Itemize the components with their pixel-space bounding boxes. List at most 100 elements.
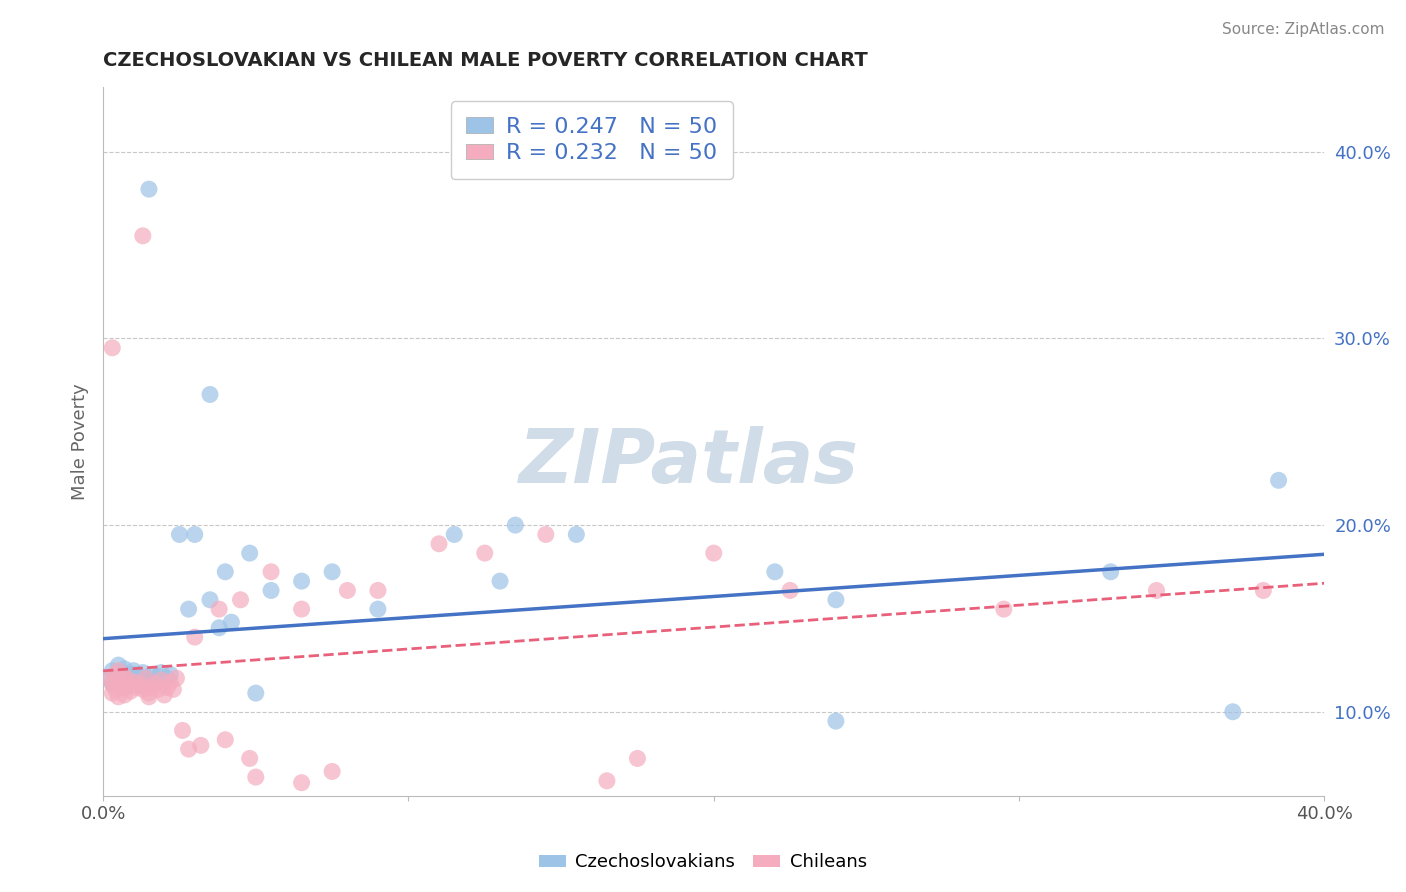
Point [107, 664, 129, 678]
Point [104, 682, 127, 697]
Point [143, 677, 166, 691]
Point [336, 583, 359, 598]
Point [1267, 473, 1289, 487]
Point [290, 574, 312, 588]
Point [122, 674, 145, 689]
Point [132, 665, 155, 680]
Point [177, 742, 200, 756]
Point [125, 667, 148, 681]
Point [101, 677, 124, 691]
Point [110, 674, 132, 689]
Point [214, 732, 236, 747]
Point [128, 679, 150, 693]
Point [229, 592, 252, 607]
Point [505, 518, 527, 533]
Legend: R = 0.247   N = 50, R = 0.232   N = 50: R = 0.247 N = 50, R = 0.232 N = 50 [450, 101, 733, 179]
Point [159, 667, 181, 681]
Point [1253, 583, 1275, 598]
Point [290, 775, 312, 789]
Point [183, 527, 205, 541]
Point [138, 686, 160, 700]
Point [214, 565, 236, 579]
Point [703, 546, 725, 560]
Point [474, 546, 496, 560]
Point [132, 228, 155, 243]
Point [190, 739, 212, 753]
Point [443, 527, 465, 541]
Point [1146, 583, 1168, 598]
Point [245, 686, 267, 700]
Point [779, 583, 801, 598]
Point [150, 673, 173, 687]
Point [138, 690, 160, 704]
Point [132, 674, 155, 689]
Point [367, 583, 389, 598]
Point [565, 527, 588, 541]
Point [120, 677, 142, 691]
Point [114, 681, 136, 695]
Point [98, 671, 121, 685]
Point [172, 723, 194, 738]
Point [101, 686, 124, 700]
Point [110, 665, 132, 680]
Point [367, 602, 389, 616]
Point [117, 669, 139, 683]
Point [156, 671, 179, 685]
Point [117, 673, 139, 687]
Point [98, 671, 121, 685]
Point [114, 662, 136, 676]
Point [260, 583, 283, 598]
Point [122, 664, 145, 678]
Point [239, 546, 262, 560]
Point [117, 673, 139, 687]
Point [198, 592, 221, 607]
Point [825, 592, 848, 607]
Point [104, 667, 127, 681]
Point [107, 658, 129, 673]
Point [321, 764, 343, 779]
Point [153, 688, 176, 702]
Point [104, 667, 127, 681]
Point [763, 565, 786, 579]
Point [114, 688, 136, 702]
Point [153, 674, 176, 689]
Point [110, 681, 132, 695]
Point [138, 673, 160, 687]
Point [122, 671, 145, 685]
Point [221, 615, 243, 630]
Point [177, 602, 200, 616]
Point [239, 751, 262, 765]
Point [1099, 565, 1122, 579]
Text: CZECHOSLOVAKIAN VS CHILEAN MALE POVERTY CORRELATION CHART: CZECHOSLOVAKIAN VS CHILEAN MALE POVERTY … [103, 51, 868, 70]
Y-axis label: Male Poverty: Male Poverty [72, 383, 89, 500]
Point [169, 527, 191, 541]
Point [993, 602, 1015, 616]
Point [141, 681, 163, 695]
Point [162, 682, 184, 697]
Point [159, 674, 181, 689]
Point [183, 630, 205, 644]
Point [260, 565, 283, 579]
Legend: Czechoslovakians, Chileans: Czechoslovakians, Chileans [531, 847, 875, 879]
Point [104, 671, 127, 685]
Point [321, 565, 343, 579]
Point [117, 679, 139, 693]
Point [489, 574, 512, 588]
Point [107, 690, 129, 704]
Point [208, 621, 231, 635]
Point [114, 669, 136, 683]
Point [198, 387, 221, 401]
Point [427, 537, 450, 551]
Point [208, 602, 231, 616]
Point [626, 751, 648, 765]
Point [125, 681, 148, 695]
Point [245, 770, 267, 784]
Point [150, 665, 173, 680]
Point [101, 677, 124, 691]
Point [596, 773, 619, 788]
Point [120, 684, 142, 698]
Point [107, 669, 129, 683]
Point [825, 714, 848, 728]
Point [128, 677, 150, 691]
Point [135, 671, 157, 685]
